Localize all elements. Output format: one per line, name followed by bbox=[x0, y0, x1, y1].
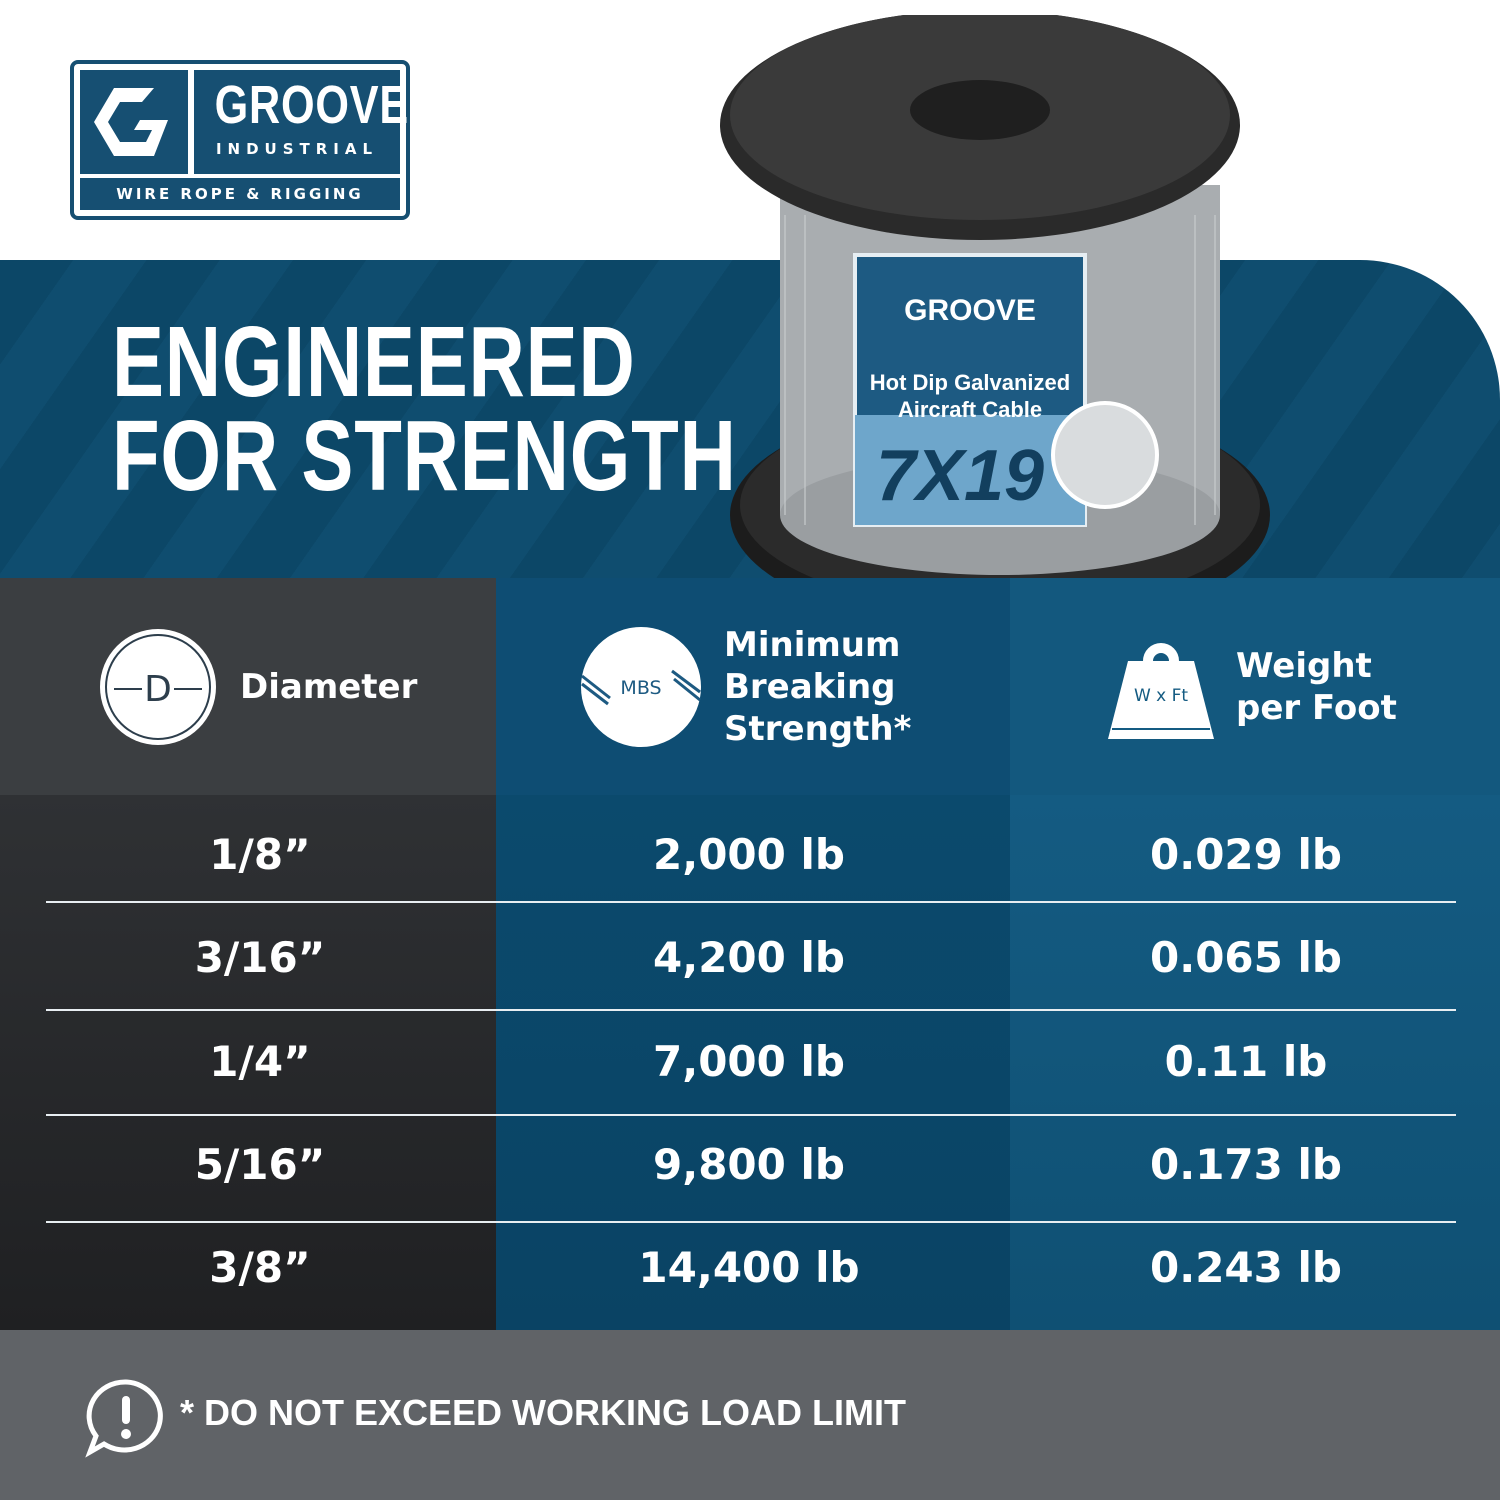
logo-brand: GROOVE bbox=[214, 75, 410, 135]
table-row: 1/8” 2,000 lb 0.029 lb bbox=[0, 803, 1500, 907]
svg-text:W x Ft: W x Ft bbox=[1134, 686, 1188, 706]
header-mbs: MBS Minimum Breaking Strength* bbox=[580, 578, 911, 795]
brand-logo: GROOVE INDUSTRIAL WIRE ROPE & RIGGING bbox=[70, 60, 410, 220]
spool-construction: 7X19 bbox=[876, 436, 1044, 516]
diameter-icon: D bbox=[100, 628, 216, 745]
cable-spool-image: GROOVE Hot Dip Galvanized Aircraft Cable… bbox=[720, 15, 1270, 630]
row-divider bbox=[46, 1009, 1456, 1011]
footer-note: * DO NOT EXCEED WORKING LOAD LIMIT bbox=[180, 1392, 906, 1433]
svg-text:MBS: MBS bbox=[620, 677, 661, 699]
mbs-icon: MBS bbox=[581, 626, 701, 747]
svg-text:D: D bbox=[144, 669, 172, 710]
weight-icon: W x Ft bbox=[1108, 642, 1214, 739]
cell-diameter: 3/16” bbox=[194, 933, 326, 982]
table-row: 3/16” 4,200 lb 0.065 lb bbox=[0, 906, 1500, 1010]
cell-diameter: 1/4” bbox=[209, 1037, 311, 1086]
row-divider bbox=[46, 901, 1456, 903]
row-divider bbox=[46, 1221, 1456, 1223]
logo-tagline: WIRE ROPE & RIGGING bbox=[80, 178, 400, 210]
headline: ENGINEERED FOR STRENGTH bbox=[112, 306, 737, 512]
headline-line1: ENGINEERED bbox=[112, 306, 636, 418]
row-divider bbox=[46, 1114, 1456, 1116]
g-logo-icon bbox=[80, 70, 188, 174]
strand-cross-section-icon bbox=[1051, 401, 1159, 509]
specs-table: D Diameter MBS Minimum Breaking Strength… bbox=[0, 578, 1500, 1330]
table-row: 3/8” 14,400 lb 0.243 lb bbox=[0, 1216, 1500, 1320]
header-weight: W x Ft Weight per Foot bbox=[1106, 578, 1397, 795]
cell-diameter: 1/8” bbox=[209, 830, 311, 879]
cell-mbs: 4,200 lb bbox=[653, 933, 845, 982]
cell-mbs: 7,000 lb bbox=[653, 1037, 845, 1086]
cell-weight: 0.065 lb bbox=[1150, 933, 1342, 982]
spool-label-2: Aircraft Cable bbox=[898, 397, 1042, 422]
footer: * DO NOT EXCEED WORKING LOAD LIMIT bbox=[0, 1330, 1500, 1500]
cell-weight: 0.243 lb bbox=[1150, 1243, 1342, 1292]
header-weight-line1: Weight bbox=[1236, 645, 1372, 686]
cell-mbs: 2,000 lb bbox=[653, 830, 845, 879]
header-diameter-label: Diameter bbox=[240, 666, 418, 707]
logo-sub: INDUSTRIAL bbox=[215, 140, 379, 158]
spool-label-1: Hot Dip Galvanized bbox=[870, 370, 1070, 395]
header-mbs-line1: Minimum bbox=[724, 624, 901, 665]
header-mbs-line3: Strength* bbox=[724, 708, 912, 749]
table-row: 1/4” 7,000 lb 0.11 lb bbox=[0, 1010, 1500, 1114]
cell-weight: 0.173 lb bbox=[1150, 1140, 1342, 1189]
cell-mbs: 9,800 lb bbox=[653, 1140, 845, 1189]
cell-weight: 0.11 lb bbox=[1164, 1037, 1328, 1086]
cell-weight: 0.029 lb bbox=[1150, 830, 1342, 879]
table-row: 5/16” 9,800 lb 0.173 lb bbox=[0, 1113, 1500, 1217]
header-diameter: D Diameter bbox=[98, 578, 417, 795]
alert-icon bbox=[85, 1379, 163, 1458]
cell-mbs: 14,400 lb bbox=[638, 1243, 860, 1292]
cell-diameter: 3/8” bbox=[209, 1243, 311, 1292]
header-weight-line2: per Foot bbox=[1236, 687, 1397, 728]
headline-line2: FOR STRENGTH bbox=[112, 400, 737, 512]
header-mbs-line2: Breaking bbox=[724, 666, 896, 707]
cell-diameter: 5/16” bbox=[194, 1140, 326, 1189]
spool-brand: GROOVE bbox=[904, 294, 1036, 327]
